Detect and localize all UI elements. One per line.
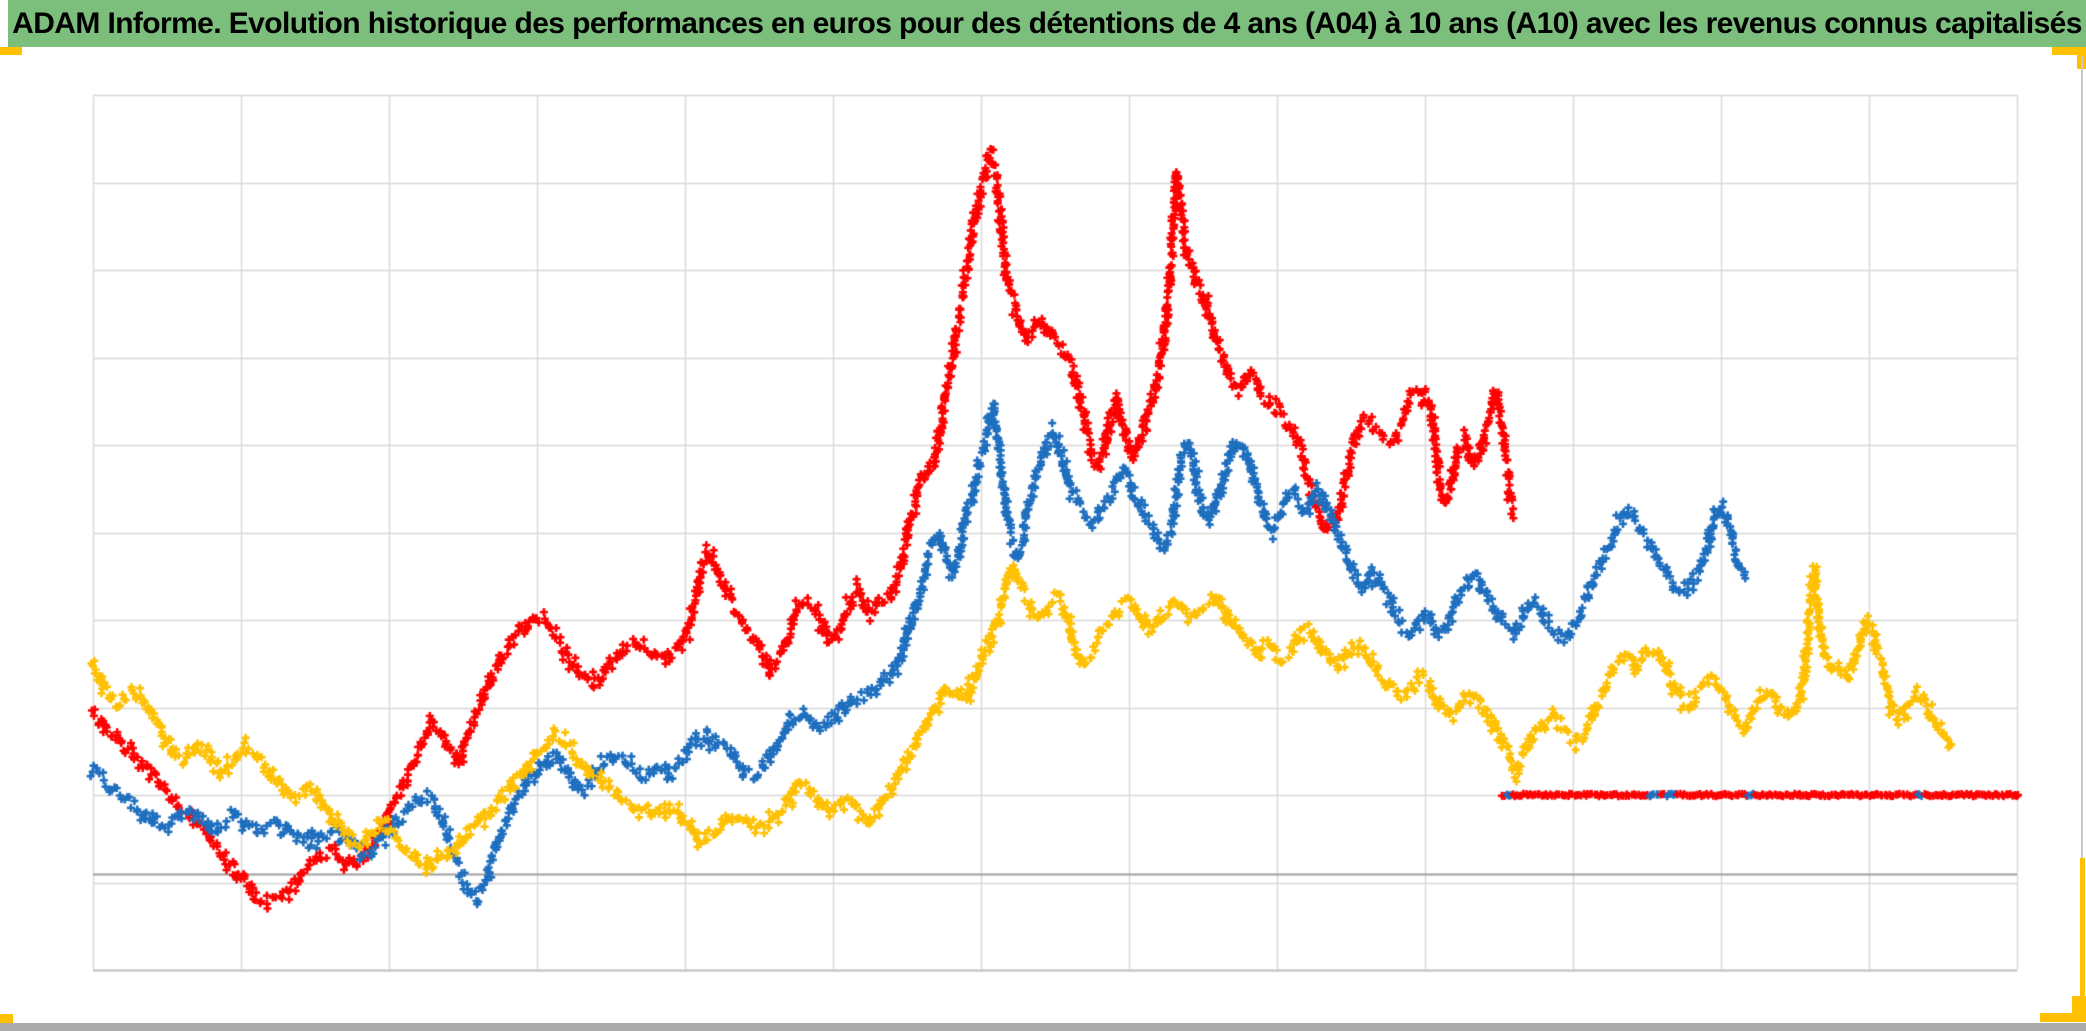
right-edge-line — [2081, 56, 2083, 860]
corner-accent-bottom-right-foot — [2040, 1013, 2086, 1022]
right-edge-accent — [2080, 858, 2085, 1008]
bottom-edge-bar — [0, 1023, 2086, 1031]
corner-accent-top-right — [2052, 47, 2086, 55]
corner-accent-top-left — [0, 47, 22, 55]
